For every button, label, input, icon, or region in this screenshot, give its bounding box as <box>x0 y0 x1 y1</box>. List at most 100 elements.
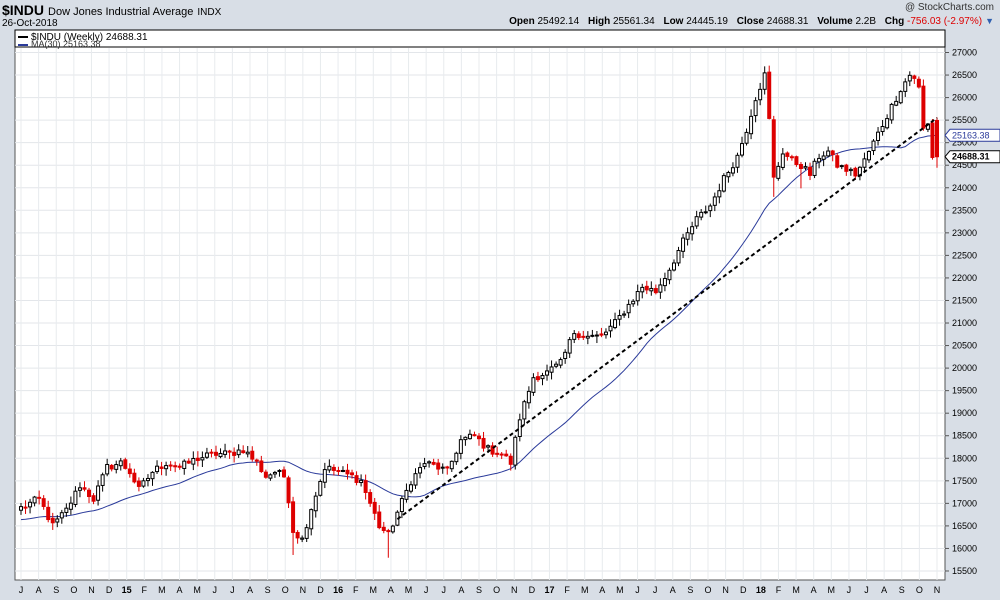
trendline-layer <box>396 117 938 520</box>
x-tick-label: A <box>670 585 676 595</box>
candle-body <box>798 164 803 170</box>
x-tick-label: A <box>811 585 817 595</box>
x-tick-label: J <box>442 585 447 595</box>
open-value: 25492.14 <box>537 16 580 27</box>
candle-body <box>753 100 758 117</box>
candle-body <box>381 526 386 532</box>
y-tick-label: 24500 <box>952 160 977 170</box>
candle-body <box>812 160 817 176</box>
candle-body <box>282 469 287 478</box>
candle-body <box>59 512 64 519</box>
candle-body <box>531 377 536 393</box>
candle-body <box>291 501 296 533</box>
candle-body <box>118 460 123 467</box>
x-tick-label: A <box>177 585 183 595</box>
brand-link[interactable]: @ StockCharts.com <box>904 2 994 13</box>
candle-body <box>649 287 654 292</box>
candle-body <box>662 277 667 287</box>
triangle-down-icon[interactable]: ▼ <box>985 16 994 26</box>
x-tick-label: S <box>476 585 482 595</box>
y-axis: 15500 16000 16500 17000 17500 18000 18500 19000… <box>945 48 977 576</box>
candle-body <box>898 91 903 104</box>
candle-body <box>590 334 595 337</box>
candle-body <box>535 376 540 381</box>
candle-body <box>182 460 187 469</box>
candle-body <box>522 401 527 420</box>
x-tick-label: D <box>740 585 747 595</box>
high-value: 25561.34 <box>612 16 655 27</box>
y-tick-label: 16000 <box>952 543 977 553</box>
price-flag-box <box>944 128 1000 142</box>
x-tick-label: S <box>265 585 271 595</box>
x-tick-label: M <box>581 585 589 595</box>
candle-body <box>345 469 350 475</box>
candle-body <box>177 465 182 468</box>
volume-value: 2.2B <box>855 16 877 27</box>
y-tick-label: 19000 <box>952 408 977 418</box>
y-tick-label: 17000 <box>952 498 977 508</box>
candle-body <box>418 467 423 474</box>
x-tick-label: J <box>424 585 429 595</box>
candle-body <box>123 459 128 469</box>
candle-body <box>213 451 218 456</box>
candle-body <box>567 339 572 354</box>
candle-body <box>853 167 858 177</box>
candle-body <box>717 190 722 198</box>
x-tick-label: N <box>511 585 518 595</box>
candle-body <box>318 480 323 496</box>
candle-body <box>454 452 459 463</box>
candle-body <box>32 496 37 504</box>
candle-body <box>241 450 246 454</box>
x-tick-label: M <box>193 585 201 595</box>
ma-layer <box>20 134 938 521</box>
candle-body <box>848 168 853 172</box>
open-label: Open <box>509 16 535 27</box>
candle-body <box>653 288 658 294</box>
candle-body <box>327 465 332 471</box>
candle-body <box>354 475 359 483</box>
candle-body <box>413 473 418 486</box>
candle-body <box>458 439 463 454</box>
y-tick-label: 27000 <box>952 48 977 58</box>
candle-body <box>735 154 740 168</box>
x-tick-label: M <box>792 585 800 595</box>
candle-body <box>132 472 137 483</box>
candle-body <box>422 463 427 467</box>
x-tick-label: A <box>881 585 887 595</box>
y-tick-label: 23500 <box>952 205 977 215</box>
candle-body <box>23 506 28 509</box>
x-tick-label: 18 <box>756 585 766 595</box>
candle-body <box>77 487 82 491</box>
candle-body <box>866 150 871 161</box>
x-tick-label: F <box>564 585 570 595</box>
y-tick-label: 21500 <box>952 295 977 305</box>
candle-body <box>721 175 726 192</box>
candle-body <box>100 474 105 486</box>
candle-body <box>594 334 599 337</box>
candle-body <box>907 74 912 82</box>
x-tick-label: O <box>916 585 923 595</box>
candle-body <box>114 464 119 470</box>
candle-body <box>699 211 704 218</box>
candle-body <box>789 156 794 159</box>
candle-body <box>254 459 259 462</box>
candle-body <box>676 250 681 264</box>
candle-body <box>771 119 776 178</box>
candle-body <box>744 131 749 144</box>
candle-body <box>481 437 486 449</box>
candle-body <box>368 492 373 504</box>
candle-body <box>277 469 282 472</box>
high-label: High <box>587 16 611 27</box>
chart-header: $INDU Dow Jones Industrial Average INDX <box>2 2 221 20</box>
candle-body <box>794 156 799 165</box>
candle-body <box>545 370 550 376</box>
candle-body <box>82 487 87 490</box>
candle-body <box>826 150 831 157</box>
candle-body <box>209 451 214 454</box>
candle-body <box>486 445 491 448</box>
candle-body <box>871 140 876 152</box>
candle-body <box>263 471 268 478</box>
low-value: 24445.19 <box>686 16 728 27</box>
candle-body <box>808 166 813 176</box>
